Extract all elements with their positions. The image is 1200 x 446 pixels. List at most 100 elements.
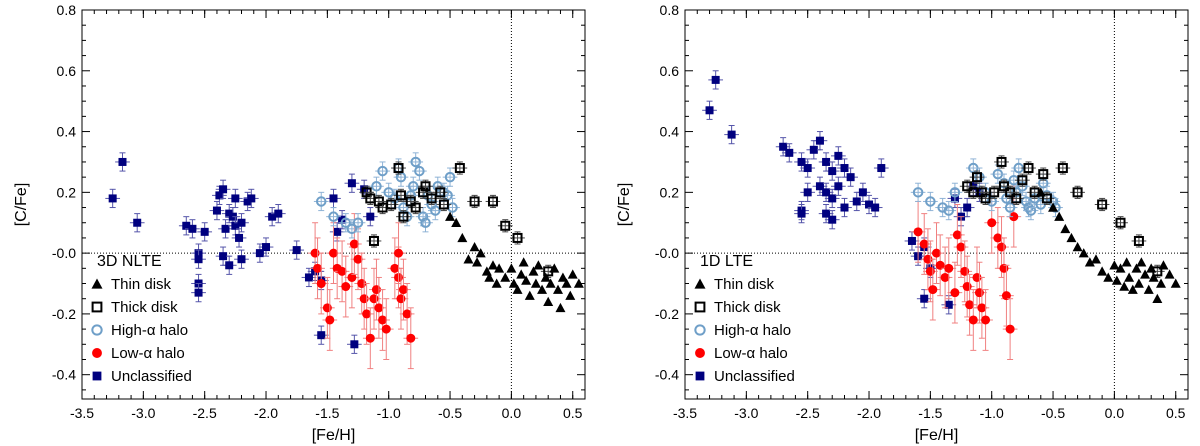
data-point [956, 242, 966, 252]
data-point [1148, 272, 1159, 282]
x-tick-label: -3.0 [131, 405, 155, 421]
data-point [1170, 278, 1181, 288]
data-point [337, 266, 347, 276]
data-point [378, 315, 388, 325]
data-point [393, 163, 404, 174]
data-point [557, 272, 568, 282]
data-point [1124, 272, 1135, 282]
data-point [346, 223, 358, 235]
data-point [803, 164, 812, 173]
data-point [997, 242, 1007, 252]
panel-label: 1D LTE [700, 253, 753, 270]
data-point [1156, 278, 1167, 288]
data-point [368, 235, 379, 246]
data-point [980, 193, 991, 204]
data-point [1084, 257, 1095, 267]
x-tick-label: -2.5 [193, 405, 217, 421]
data-point [1048, 202, 1059, 212]
data-point [231, 221, 240, 230]
axis-ticks: -3.5 -3.0 -2.5 -2.0 -1.5 -1.0 -0.5 0.0 0.5 -0.4 -0… [655, 2, 1188, 421]
series-thick-disk [359, 161, 556, 278]
data-point [410, 202, 421, 213]
data-point [920, 294, 929, 303]
data-point [1140, 269, 1151, 279]
data-point [785, 148, 794, 157]
panel-3d-nlte: -3.5 -3.0 -2.5 -2.0 -1.5 -1.0 -0.5 0.0 0.5 -0.4 -0… [13, 2, 586, 444]
data-point [1143, 284, 1154, 294]
data-point [940, 272, 950, 282]
data-point [395, 190, 406, 201]
x-tick-label: -2.5 [796, 405, 820, 421]
data-point [304, 273, 313, 282]
x-tick-label: -3.0 [734, 405, 758, 421]
data-point [374, 303, 384, 313]
data-point [524, 290, 535, 300]
data-point [996, 156, 1007, 167]
data-point [834, 151, 843, 160]
data-point [1133, 278, 1144, 288]
data-point [981, 315, 991, 325]
data-point [512, 232, 523, 243]
data-point [963, 203, 972, 212]
data-point [506, 263, 517, 273]
data-point [398, 285, 408, 295]
data-point [420, 217, 431, 228]
data-point [255, 249, 264, 258]
data-point [108, 194, 117, 203]
data-point [840, 203, 849, 212]
data-point [353, 254, 363, 264]
data-point [1072, 242, 1083, 252]
data-point [537, 284, 548, 294]
data-point [1164, 269, 1175, 279]
data-point [840, 164, 849, 173]
data-point [797, 209, 806, 218]
data-point [454, 163, 465, 174]
data-point [1103, 272, 1114, 282]
y-tick-label: 0.4 [660, 124, 680, 140]
legend: Thin disk Thick disk High-α halo Low-α h… [694, 276, 795, 385]
x-tick-label: -2.0 [857, 405, 881, 421]
data-point [950, 288, 960, 298]
data-point [469, 196, 480, 207]
data-point [518, 257, 529, 267]
data-point [463, 254, 474, 264]
data-point [500, 272, 511, 282]
data-point [347, 272, 357, 282]
data-point [484, 272, 495, 282]
data-point [1041, 193, 1052, 204]
data-point [530, 278, 541, 288]
data-point [430, 205, 441, 216]
data-point [219, 185, 228, 194]
data-point [118, 157, 127, 166]
data-point [475, 248, 486, 258]
data-point [943, 205, 955, 216]
legend-marker-thick-disk [91, 301, 103, 313]
data-point [329, 194, 338, 203]
y-tick-label: -0.4 [52, 367, 76, 383]
series-thin-disk [1035, 187, 1181, 303]
data-point [1090, 254, 1101, 264]
data-point [865, 200, 874, 209]
data-point [1131, 263, 1142, 273]
data-point [365, 333, 375, 343]
x-tick-label: 0.0 [502, 405, 522, 421]
data-point [968, 315, 978, 325]
data-point [1109, 260, 1120, 270]
data-point [444, 171, 456, 183]
data-point [1152, 293, 1163, 303]
data-point [325, 315, 335, 325]
data-point [406, 333, 416, 343]
data-point [398, 211, 409, 222]
x-tick-label: 0.5 [1166, 405, 1186, 421]
data-point [925, 266, 935, 276]
data-point [426, 193, 437, 204]
y-axis-label: [C/Fe] [616, 183, 633, 227]
data-point [200, 227, 209, 236]
data-point [1127, 284, 1138, 294]
data-point [828, 215, 837, 224]
data-point [362, 309, 372, 319]
data-point [932, 248, 941, 258]
data-point [1136, 257, 1147, 267]
data-point [402, 309, 412, 319]
